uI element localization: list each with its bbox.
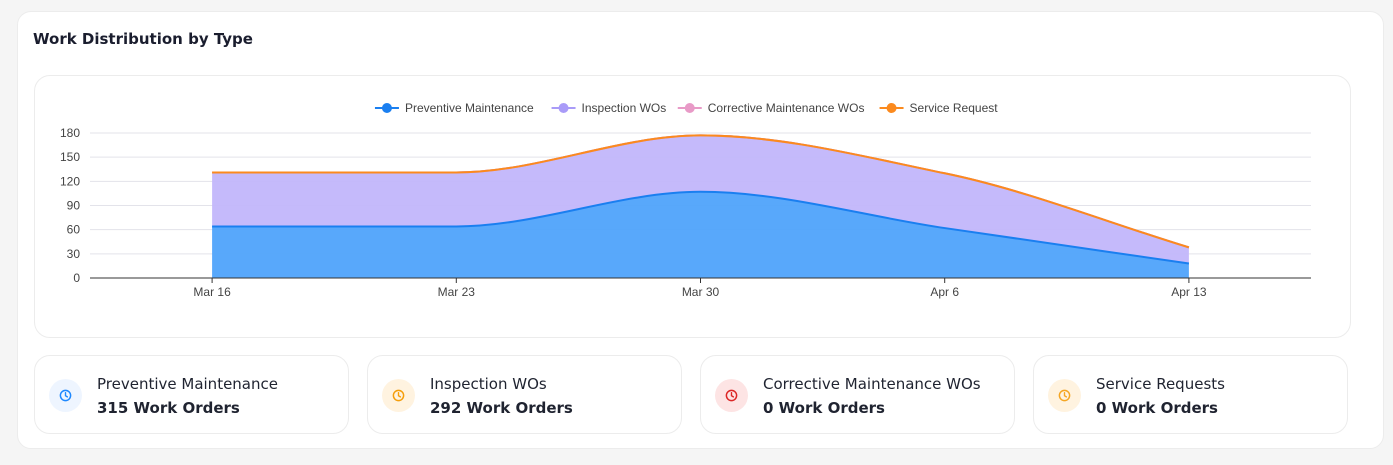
stat-value: 315 Work Orders	[97, 399, 240, 417]
legend-item[interactable]: Preventive Maintenance	[374, 101, 534, 115]
clock-icon	[715, 379, 748, 412]
x-tick-label: Mar 30	[682, 285, 720, 299]
area-inspection-wos	[212, 135, 1189, 264]
y-tick-label: 120	[60, 174, 80, 188]
legend-label: Service Request	[910, 101, 999, 115]
y-tick-label: 180	[60, 126, 80, 140]
legend-marker	[886, 103, 897, 113]
legend-marker	[381, 103, 392, 113]
clock-icon	[49, 379, 82, 412]
stat-label: Inspection WOs	[430, 375, 547, 393]
stat-card: Preventive Maintenance 315 Work Orders	[34, 355, 349, 434]
clock-icon	[1048, 379, 1081, 412]
clock-icon	[382, 379, 415, 412]
stat-label: Service Requests	[1096, 375, 1225, 393]
panel-title: Work Distribution by Type	[33, 30, 253, 48]
legend-marker	[684, 103, 695, 113]
line-service-request	[212, 134, 1190, 249]
stat-value: 0 Work Orders	[1096, 399, 1218, 417]
legend-label: Inspection WOs	[582, 101, 667, 115]
y-tick-label: 0	[73, 271, 80, 285]
legend-marker	[558, 103, 569, 113]
y-tick-label: 60	[67, 223, 81, 237]
area-preventive-maintenance	[212, 191, 1189, 278]
legend-label: Corrective Maintenance WOs	[708, 101, 865, 115]
stat-label: Preventive Maintenance	[97, 375, 278, 393]
stat-value: 0 Work Orders	[763, 399, 885, 417]
legend-item[interactable]: Inspection WOs	[551, 101, 667, 115]
x-tick-label: Mar 23	[438, 285, 476, 299]
stat-card: Service Requests 0 Work Orders	[1033, 355, 1348, 434]
stacked-area-chart: 0 30 60 90 120 150 180 Mar 16 Mar 23 Mar 30 Apr 6 A…	[60, 101, 1311, 299]
legend-label: Preventive Maintenance	[405, 101, 534, 115]
x-tick-label: Mar 16	[193, 285, 231, 299]
legend-item[interactable]: Service Request	[879, 101, 999, 115]
line-preventive-maintenance	[212, 190, 1190, 265]
stat-card: Inspection WOs 292 Work Orders	[367, 355, 682, 434]
stat-value: 292 Work Orders	[430, 399, 573, 417]
chart-container: 0 30 60 90 120 150 180 Mar 16 Mar 23 Mar 30 Apr 6 A…	[34, 75, 1351, 338]
y-tick-label: 150	[60, 150, 80, 164]
legend-item[interactable]: Corrective Maintenance WOs	[677, 101, 865, 115]
stat-label: Corrective Maintenance WOs	[763, 375, 981, 393]
y-tick-label: 90	[67, 199, 81, 213]
x-tick-label: Apr 6	[930, 285, 959, 299]
stat-card: Corrective Maintenance WOs 0 Work Orders	[700, 355, 1015, 434]
y-tick-label: 30	[67, 247, 81, 261]
work-distribution-panel: Work Distribution by Type 0 30 60 90 120 150 1…	[17, 11, 1384, 449]
x-tick-label: Apr 13	[1171, 285, 1207, 299]
